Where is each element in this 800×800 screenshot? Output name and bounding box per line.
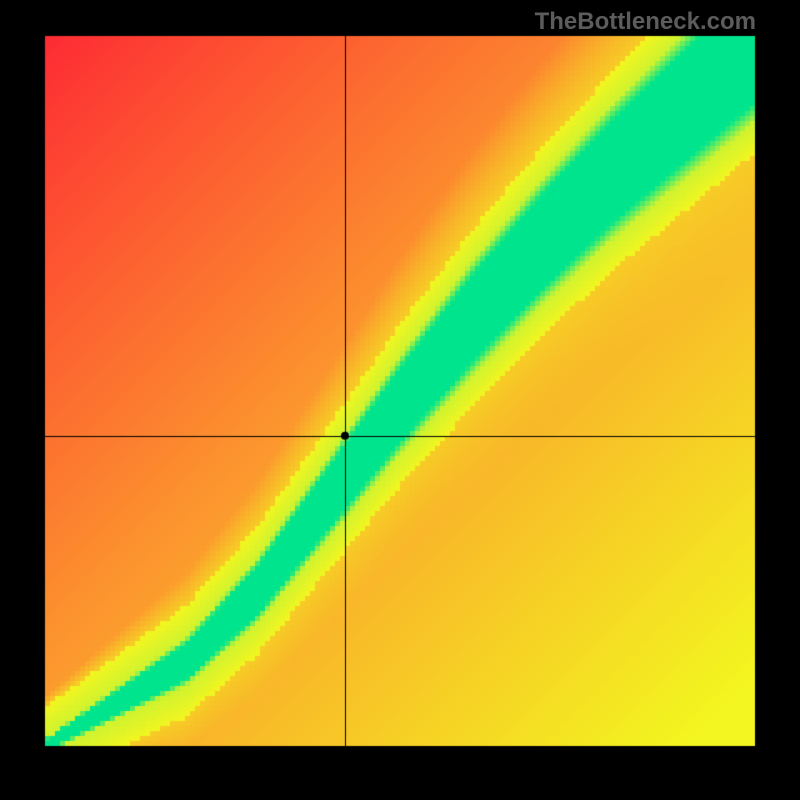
watermark: TheBottleneck.com — [535, 8, 756, 36]
chart-container: TheBottleneck.com — [0, 0, 800, 800]
bottleneck-heatmap — [0, 0, 800, 800]
